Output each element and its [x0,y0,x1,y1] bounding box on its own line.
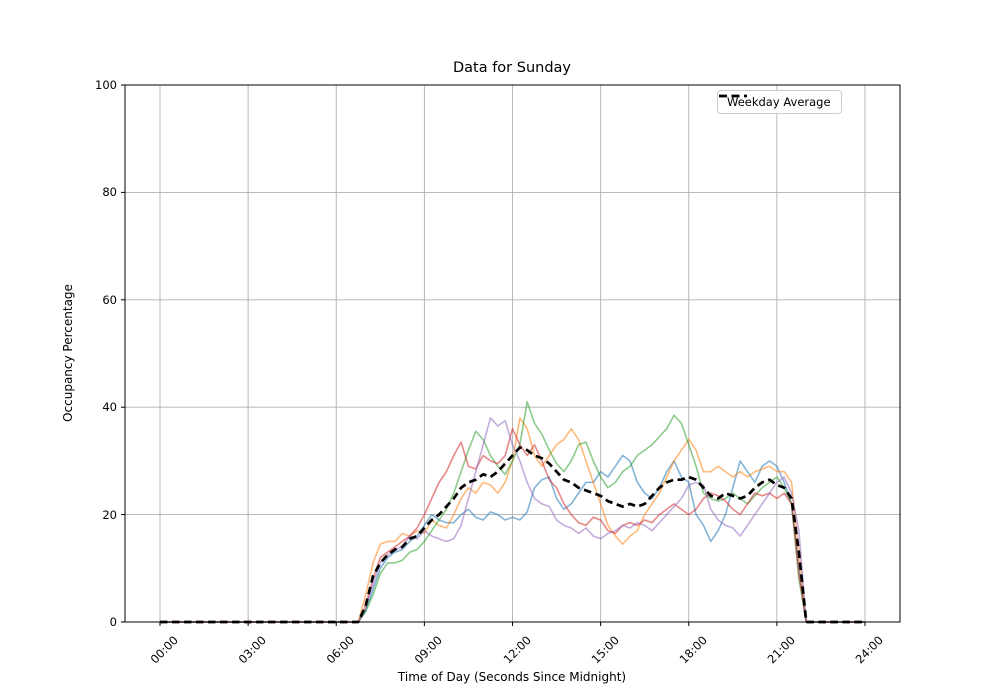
chart-title: Data for Sunday [452,60,572,76]
y-axis-label: Occupancy Percentage [61,284,75,422]
legend: Weekday Average [717,90,842,114]
legend-dashed-line-icon [719,94,747,98]
y-tick-label: 60 [102,292,117,307]
y-tick-label: 40 [102,400,117,415]
y-tick-label: 20 [102,507,117,522]
weekday-average-line [160,446,865,624]
y-tick-label: 80 [102,185,117,200]
legend-label: Weekday Average [727,95,831,109]
y-tick-label: 0 [109,615,117,629]
y-tick-label: 100 [95,78,117,92]
x-axis-label: Time of Day (Seconds Since Midnight) [397,670,627,684]
